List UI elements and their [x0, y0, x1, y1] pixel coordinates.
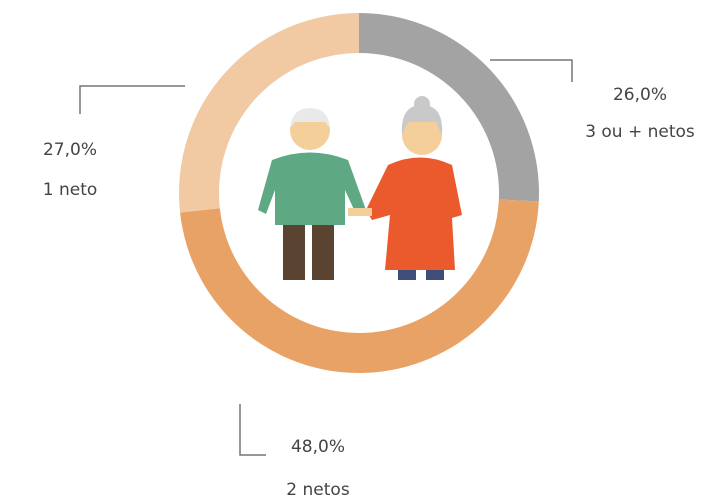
chart: 26,0% 3 ou + netos 48,0% 2 netos 27,0% 1 neto	[0, 0, 723, 499]
elderly-couple-icon	[258, 96, 462, 280]
value-label: 27,0%	[43, 140, 97, 160]
category-label: 2 netos	[286, 480, 350, 499]
category-label: 1 neto	[43, 180, 98, 200]
category-label: 3 ou + netos	[585, 122, 695, 142]
donut-segment	[180, 200, 539, 373]
value-label: 26,0%	[613, 85, 667, 105]
leader-line	[80, 86, 185, 114]
leader-line	[240, 404, 266, 455]
value-label: 48,0%	[291, 437, 345, 457]
leader-line	[490, 60, 572, 82]
